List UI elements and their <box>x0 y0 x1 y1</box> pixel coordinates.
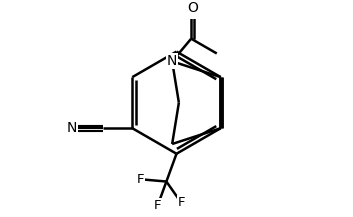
Text: F: F <box>154 199 161 212</box>
Text: F: F <box>177 196 185 209</box>
Text: F: F <box>137 173 145 186</box>
Text: N: N <box>167 54 177 68</box>
Text: N: N <box>67 121 77 135</box>
Text: O: O <box>187 1 198 15</box>
